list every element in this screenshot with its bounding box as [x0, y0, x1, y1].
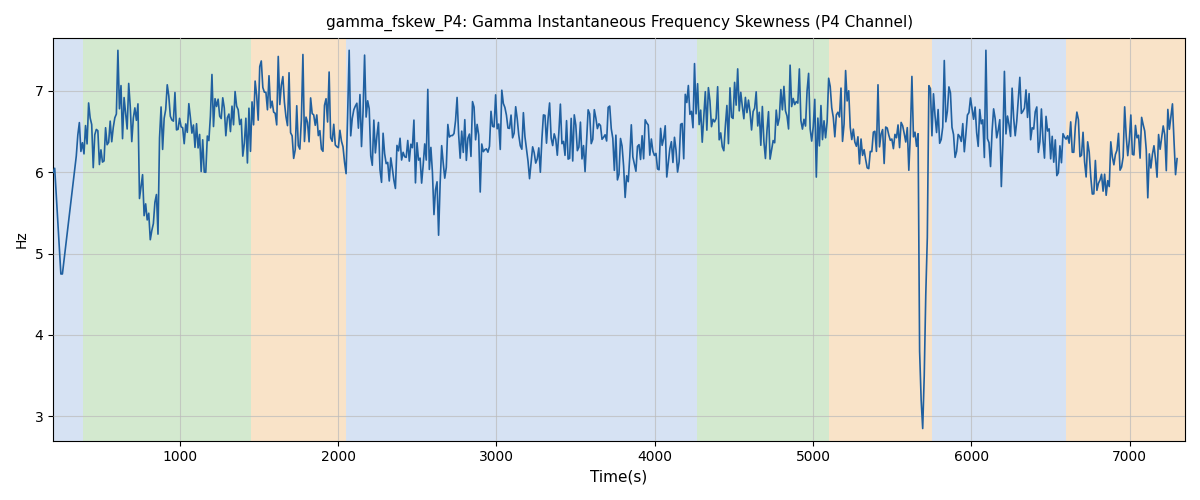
Bar [346, 38, 678, 440]
Bar [83, 38, 251, 440]
Bar [251, 38, 346, 440]
Y-axis label: Hz: Hz [14, 230, 29, 248]
Bar [829, 38, 931, 440]
Bar [1067, 38, 1186, 440]
Bar [53, 38, 83, 440]
Bar [697, 38, 829, 440]
Bar [931, 38, 1067, 440]
Title: gamma_fskew_P4: Gamma Instantaneous Frequency Skewness (P4 Channel): gamma_fskew_P4: Gamma Instantaneous Freq… [325, 15, 913, 31]
Bar [678, 38, 697, 440]
X-axis label: Time(s): Time(s) [590, 470, 648, 485]
